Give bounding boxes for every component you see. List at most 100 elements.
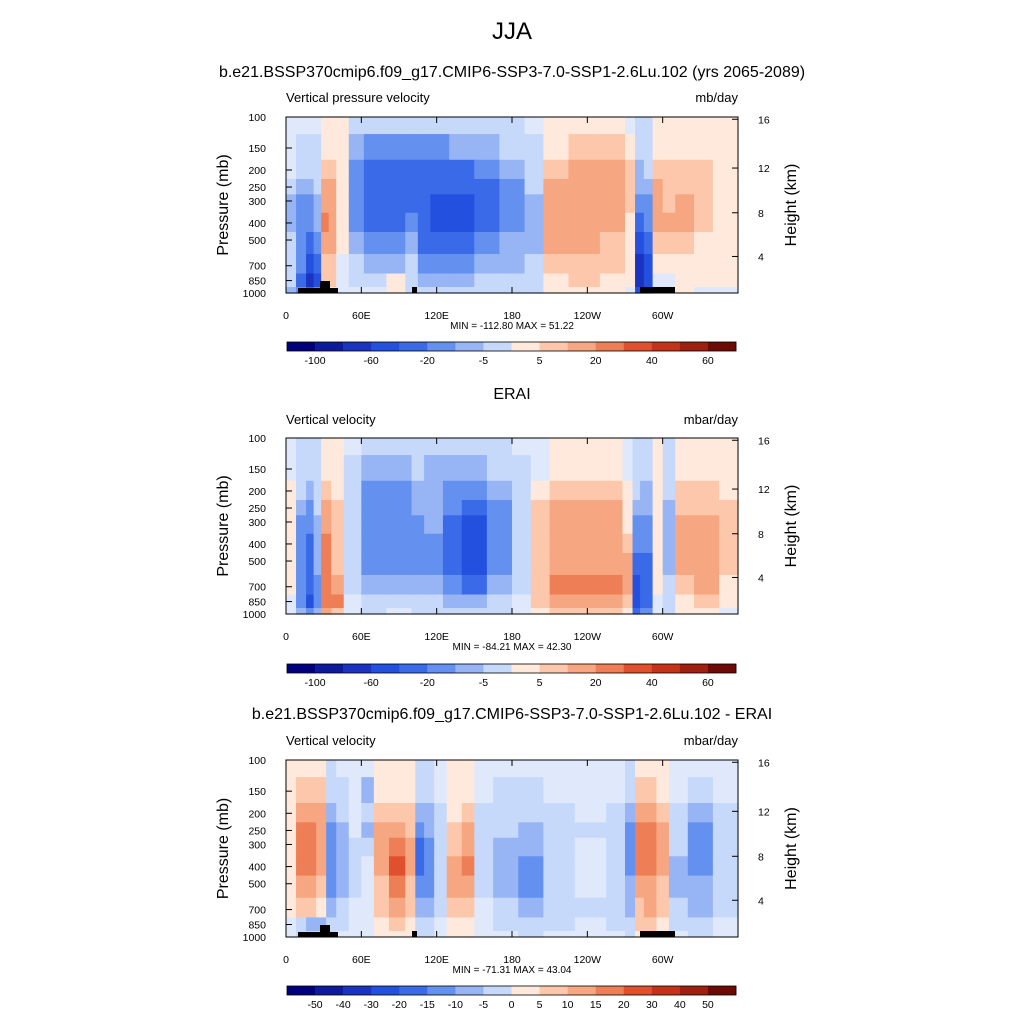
colorbar-swatch — [371, 342, 400, 351]
data-cell — [417, 194, 431, 214]
y-axis-label: Pressure (mb) — [215, 798, 232, 899]
data-cell — [587, 594, 624, 609]
data-cell — [675, 178, 695, 195]
data-cell — [640, 499, 654, 516]
data-cell — [336, 287, 350, 294]
data-cell — [296, 822, 307, 839]
y2-axis-label: Height (km) — [783, 807, 800, 890]
data-cell — [687, 856, 714, 877]
data-cell — [632, 515, 641, 535]
data-cell — [286, 287, 297, 294]
data-cell — [622, 608, 634, 615]
data-cell — [474, 253, 501, 275]
data-cell — [306, 194, 315, 214]
data-cell — [336, 777, 350, 804]
data-cell — [461, 917, 475, 932]
data-cell — [549, 480, 588, 501]
data-cell — [306, 760, 317, 778]
data-cell — [296, 117, 307, 135]
data-cell — [712, 231, 739, 255]
data-cell — [326, 803, 337, 823]
data-cell — [286, 134, 297, 161]
data-cell — [599, 287, 626, 294]
data-cell — [286, 777, 297, 804]
data-cell — [424, 552, 444, 576]
colorbar-swatch — [483, 342, 512, 351]
data-cell — [296, 608, 307, 615]
data-cell — [599, 231, 626, 255]
data-cell — [635, 273, 645, 288]
data-cell — [316, 803, 327, 823]
data-cell — [348, 194, 365, 214]
data-cell — [625, 931, 636, 938]
data-cell — [442, 608, 463, 615]
data-cell — [712, 178, 739, 195]
data-cell — [675, 194, 695, 214]
data-cell — [306, 777, 317, 804]
data-cell — [643, 159, 654, 180]
data-cell — [643, 178, 654, 195]
data-cell — [518, 837, 544, 857]
data-cell — [321, 533, 332, 554]
data-cell — [336, 760, 350, 778]
data-cell — [336, 837, 350, 857]
data-cell — [446, 856, 463, 877]
data-cell — [549, 499, 588, 516]
data-cell — [313, 574, 322, 596]
data-cell — [643, 856, 657, 877]
variable-label: Vertical velocity — [286, 412, 376, 427]
y2-tick-label: 12 — [758, 163, 770, 175]
data-cell — [316, 897, 327, 918]
data-cell — [499, 178, 526, 195]
data-cell — [652, 574, 664, 596]
data-cell — [640, 608, 654, 615]
data-cell — [442, 552, 463, 576]
data-cell — [574, 777, 607, 804]
data-cell — [411, 574, 425, 596]
data-cell — [625, 253, 636, 275]
data-cell — [321, 178, 330, 195]
data-cell — [549, 552, 588, 576]
data-cell — [336, 897, 350, 918]
data-cell — [668, 837, 689, 857]
data-cell — [587, 608, 624, 615]
data-cell — [405, 134, 419, 161]
data-cell — [643, 117, 654, 135]
data-cell — [405, 253, 419, 275]
data-cell — [512, 533, 532, 554]
data-cell — [446, 803, 463, 823]
data-cell — [386, 574, 413, 596]
colorbar-label: -5 — [479, 999, 488, 1011]
data-cell — [388, 897, 406, 918]
data-cell — [336, 822, 350, 839]
data-cell — [543, 231, 570, 255]
data-cell — [442, 455, 463, 482]
data-cell — [348, 875, 362, 899]
data-cell — [662, 515, 676, 535]
data-cell — [632, 499, 641, 516]
data-cell — [668, 875, 689, 899]
data-cell — [486, 533, 513, 554]
data-cell — [512, 515, 532, 535]
y-tick-label: 200 — [248, 165, 266, 177]
data-cell — [434, 875, 448, 899]
data-cell — [424, 822, 435, 839]
data-cell — [474, 837, 494, 857]
data-cell — [296, 212, 307, 233]
colorbar-label: -100 — [305, 677, 326, 689]
data-cell — [587, 574, 624, 596]
colorbar-swatch — [399, 664, 428, 673]
data-cell — [363, 273, 388, 288]
data-cell — [512, 594, 532, 609]
data-cell — [625, 117, 636, 135]
data-cell — [474, 803, 494, 823]
data-cell — [643, 875, 657, 899]
data-cell — [675, 552, 695, 576]
data-cell — [306, 897, 317, 918]
data-cell — [321, 194, 330, 214]
data-cell — [568, 212, 601, 233]
data-cell — [493, 760, 519, 778]
data-cell — [719, 499, 739, 516]
data-cell — [662, 480, 676, 501]
